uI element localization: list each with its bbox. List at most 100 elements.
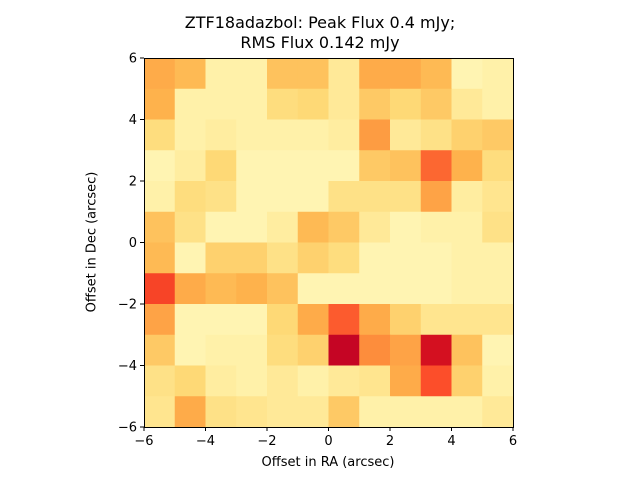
- heatmap-cell: [451, 396, 483, 428]
- heatmap-cell: [482, 211, 514, 243]
- heatmap-cell: [144, 119, 176, 151]
- x-tick-label: 2: [386, 434, 394, 449]
- heatmap-cell: [482, 150, 514, 182]
- heatmap-cell: [359, 119, 391, 151]
- heatmap-cell: [451, 58, 483, 90]
- heatmap-cell: [174, 150, 206, 182]
- heatmap-cell: [174, 365, 206, 397]
- heatmap-cell: [174, 334, 206, 366]
- heatmap-cell: [328, 242, 360, 274]
- y-axis-label: Offset in Dec (arcsec): [84, 171, 100, 313]
- heatmap-cell: [267, 88, 299, 120]
- heatmap-cell: [297, 242, 329, 274]
- heatmap-cell: [420, 211, 452, 243]
- heatmap-cell: [359, 58, 391, 90]
- heatmap-cell: [328, 119, 360, 151]
- heatmap-cell: [236, 273, 268, 305]
- heatmap-cell: [390, 273, 422, 305]
- heatmap-cell: [328, 365, 360, 397]
- heatmap-cell: [482, 58, 514, 90]
- heatmap-cell: [144, 211, 176, 243]
- heatmap-cell: [144, 396, 176, 428]
- heatmap-cell: [420, 119, 452, 151]
- heatmap-cell: [451, 273, 483, 305]
- heatmap-cell: [297, 334, 329, 366]
- heatmap-cell: [451, 365, 483, 397]
- y-tick-label: −2: [118, 298, 137, 313]
- heatmap-cell: [390, 334, 422, 366]
- heatmap-cell: [482, 365, 514, 397]
- x-tick-label: 0: [324, 434, 332, 449]
- heatmap-cell: [328, 181, 360, 213]
- heatmap-cell: [174, 242, 206, 274]
- heatmap-cell: [205, 304, 237, 336]
- chart-title-line-1: ZTF18adazbol: Peak Flux 0.4 mJy;: [184, 13, 456, 32]
- heatmap-cell: [359, 273, 391, 305]
- heatmap-cell: [359, 181, 391, 213]
- heatmap-cell: [359, 211, 391, 243]
- heatmap-cell: [267, 334, 299, 366]
- heatmap-cell: [267, 365, 299, 397]
- heatmap-cell: [236, 150, 268, 182]
- heatmap-cell: [205, 150, 237, 182]
- heatmap-cell: [267, 304, 299, 336]
- heatmap-cell: [420, 181, 452, 213]
- heatmap-cell: [482, 119, 514, 151]
- heatmap-cell: [205, 242, 237, 274]
- heatmap-cell: [205, 88, 237, 120]
- heatmap-cell: [174, 88, 206, 120]
- heatmap-cell: [482, 88, 514, 120]
- heatmap-cell: [267, 396, 299, 428]
- heatmap-cell: [144, 181, 176, 213]
- heatmap-cell: [236, 365, 268, 397]
- heatmap-cell: [390, 181, 422, 213]
- x-tick-label: 6: [509, 434, 517, 449]
- heatmap-cell: [144, 150, 176, 182]
- heatmap-cell: [236, 242, 268, 274]
- x-tick-label: 4: [447, 434, 455, 449]
- heatmap-cell: [205, 396, 237, 428]
- heatmap-cell: [205, 334, 237, 366]
- heatmap-cell: [205, 58, 237, 90]
- heatmap-cell: [297, 150, 329, 182]
- heatmap-cell: [390, 58, 422, 90]
- heatmap-cell: [174, 181, 206, 213]
- heatmap-cell: [144, 273, 176, 305]
- heatmap-cell: [420, 150, 452, 182]
- x-axis-label: Offset in RA (arcsec): [261, 455, 395, 470]
- heatmap-cell: [236, 334, 268, 366]
- heatmap-cell: [328, 150, 360, 182]
- heatmap-cell: [420, 242, 452, 274]
- heatmap-cell: [390, 150, 422, 182]
- heatmap-cell: [451, 150, 483, 182]
- heatmap-cell: [236, 396, 268, 428]
- heatmap-cell: [297, 211, 329, 243]
- heatmap-cell: [236, 119, 268, 151]
- heatmap-cell: [359, 88, 391, 120]
- heatmap-cell: [390, 396, 422, 428]
- heatmap-cell: [482, 334, 514, 366]
- heatmap-cell: [205, 273, 237, 305]
- heatmap-cell: [267, 211, 299, 243]
- heatmap-cell: [359, 365, 391, 397]
- chart-title-line-2: RMS Flux 0.142 mJy: [240, 33, 400, 52]
- heatmap-cell: [451, 304, 483, 336]
- y-tick-label: −4: [118, 359, 137, 374]
- y-axis-ticks: −6 −4 −2 0 2 4 6: [118, 52, 144, 436]
- x-tick-label: −6: [134, 434, 153, 449]
- heatmap-cell: [267, 181, 299, 213]
- y-tick-label: 4: [129, 113, 137, 128]
- heatmap-cell: [328, 273, 360, 305]
- heatmap-cell: [420, 273, 452, 305]
- heatmap-cell: [267, 150, 299, 182]
- heatmap-cell: [236, 88, 268, 120]
- x-axis-ticks: −6 −4 −2 0 2 4 6: [134, 427, 517, 449]
- heatmap-cell: [174, 273, 206, 305]
- heatmap-cell: [390, 242, 422, 274]
- heatmap-cell: [174, 304, 206, 336]
- heatmap-cell: [328, 58, 360, 90]
- heatmap-cell: [267, 58, 299, 90]
- heatmap-cell: [359, 150, 391, 182]
- x-tick-label: −4: [196, 434, 215, 449]
- heatmap-cell: [451, 88, 483, 120]
